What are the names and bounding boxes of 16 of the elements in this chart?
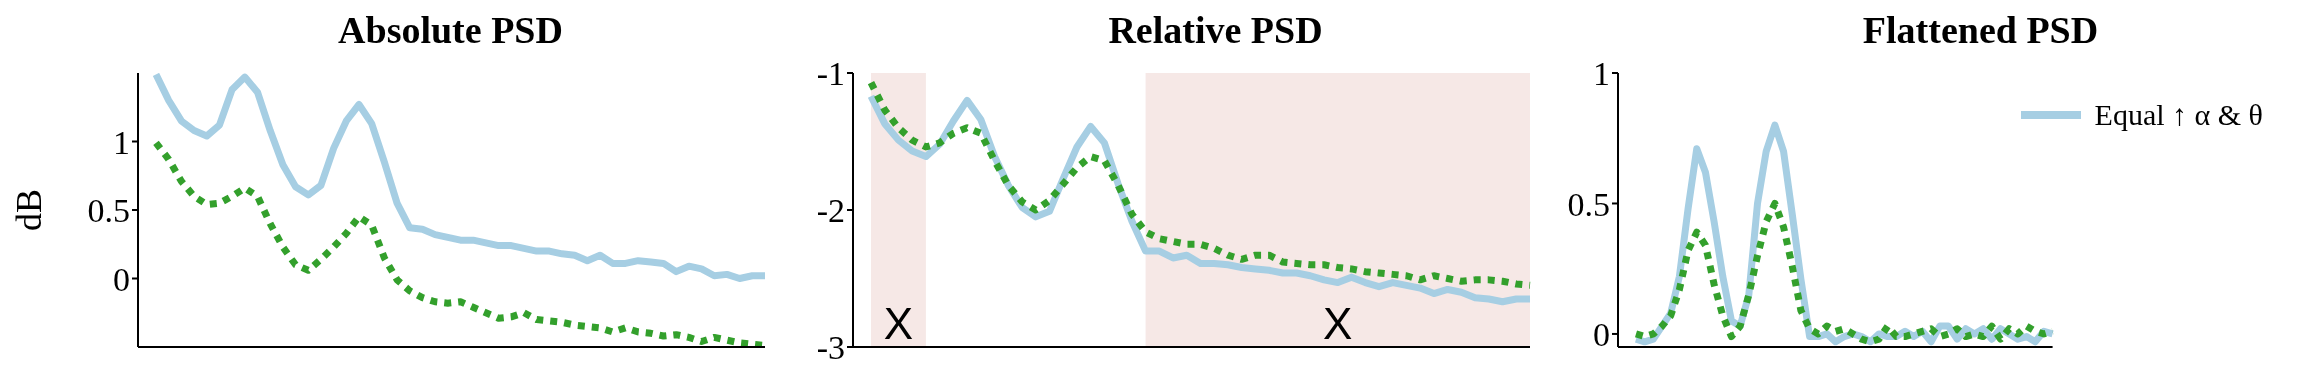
- y-tick-label: 0.5: [87, 192, 130, 230]
- annotation: X: [1323, 299, 1353, 348]
- y-tick-label: -2: [816, 192, 845, 230]
- y-tick-label: 0.5: [1567, 185, 1610, 223]
- chart-title: Relative PSD: [1108, 9, 1323, 51]
- y-tick-label: -3: [816, 329, 845, 367]
- y-tick-label: 0: [1593, 316, 1610, 354]
- y-tick-label: 1: [113, 123, 130, 161]
- y-tick-label: 0: [113, 260, 130, 298]
- annotation: X: [883, 299, 914, 348]
- chart-title: Flattened PSD: [1862, 9, 2099, 51]
- y-axis-title: dB: [8, 188, 49, 232]
- legend-label: Equal ↑ α & θ: [2094, 98, 2263, 132]
- chart-title: Absolute PSD: [337, 8, 564, 53]
- y-tick-label: -1: [816, 55, 845, 93]
- y-tick-label: 1: [1593, 55, 1610, 93]
